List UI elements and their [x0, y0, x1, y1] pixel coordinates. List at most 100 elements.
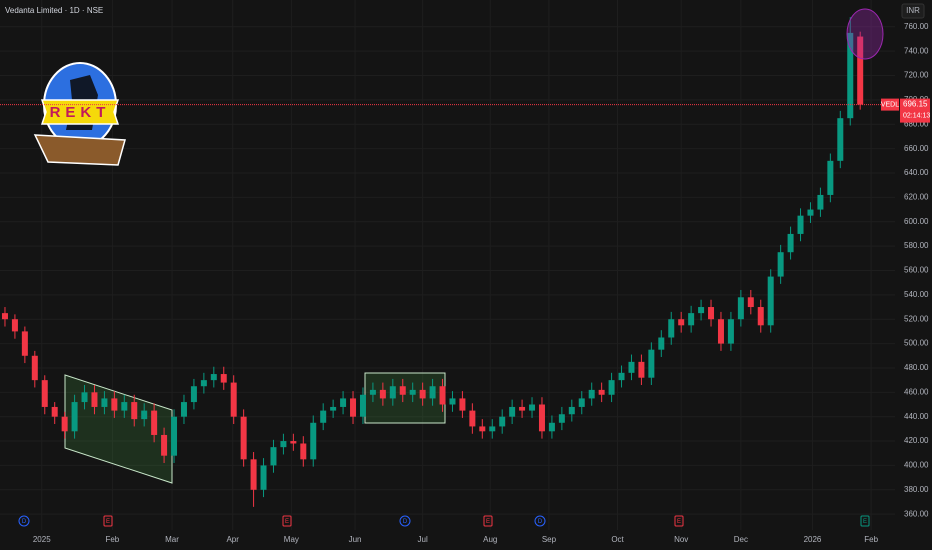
- event-label: E: [285, 519, 289, 525]
- y-tick-label: 360.00: [904, 509, 929, 518]
- candle-body: [41, 380, 48, 407]
- candle-body: [668, 319, 675, 338]
- candle-body: [11, 319, 18, 332]
- candle-body: [568, 406, 575, 415]
- candle-body: [708, 307, 715, 320]
- candle-body: [797, 215, 804, 234]
- y-tick-label: 560.00: [904, 266, 929, 275]
- event-label: D: [403, 519, 408, 525]
- candle-body: [469, 410, 476, 427]
- candle-body: [260, 465, 267, 490]
- candle-body: [290, 441, 297, 444]
- x-tick-label: Oct: [611, 535, 624, 544]
- candle-body: [270, 447, 277, 466]
- candle-body: [509, 406, 516, 417]
- y-tick-label: 680.00: [904, 119, 929, 128]
- x-tick-label: Jul: [418, 535, 428, 544]
- y-tick-label: 420.00: [904, 436, 929, 445]
- candle-body: [817, 194, 824, 210]
- candle-body: [578, 398, 585, 407]
- candle-body: [688, 313, 695, 326]
- y-tick-label: 400.00: [904, 461, 929, 470]
- y-tick-label: 460.00: [904, 387, 929, 396]
- logo-boat: [33, 134, 126, 166]
- x-tick-label: Nov: [674, 535, 688, 544]
- candle-body: [558, 414, 565, 423]
- candle-body: [21, 331, 28, 356]
- grid: [0, 0, 895, 530]
- candle-body: [121, 402, 128, 411]
- symbol-tag: [881, 98, 899, 111]
- candle-body: [499, 416, 506, 427]
- candle-body: [618, 372, 625, 381]
- event-marker: [282, 515, 292, 527]
- event-label: E: [106, 519, 110, 525]
- candle-body: [847, 32, 854, 119]
- candle-body: [1, 313, 8, 320]
- candle-body: [807, 209, 814, 216]
- candle-body: [827, 160, 834, 195]
- candle-body: [31, 355, 38, 381]
- price-label: 696.15: [903, 100, 928, 109]
- candle-body: [111, 398, 118, 411]
- y-tick-label: 380.00: [904, 485, 929, 494]
- event-marker: [674, 515, 684, 527]
- candle-body: [151, 410, 158, 435]
- candle-body: [757, 307, 764, 326]
- candle-body: [678, 319, 685, 326]
- event-marker: [483, 515, 493, 527]
- symbol-label: VEDL: [881, 101, 899, 108]
- candle-body: [240, 416, 247, 460]
- x-tick-label: Feb: [864, 535, 878, 544]
- x-tick-label: Mar: [165, 535, 179, 544]
- candle-body: [330, 406, 337, 411]
- candle-body: [91, 392, 98, 407]
- candle-body: [81, 392, 88, 403]
- candle-body: [141, 410, 148, 420]
- candle-body: [71, 402, 78, 432]
- y-tick-label: 600.00: [904, 217, 929, 226]
- candle-body: [320, 410, 327, 423]
- y-tick-label: 440.00: [904, 412, 929, 421]
- y-tick-label: 660.00: [904, 144, 929, 153]
- candle-body: [409, 389, 416, 395]
- candle-body: [837, 118, 844, 161]
- candle-body: [180, 402, 187, 417]
- candle-body: [359, 394, 366, 417]
- candle-body: [61, 416, 68, 432]
- candle-body: [439, 386, 446, 405]
- candle-body: [638, 361, 645, 378]
- x-tick-label: Sep: [542, 535, 557, 544]
- x-tick-label: Feb: [105, 535, 119, 544]
- x-tick-label: 2025: [33, 535, 51, 544]
- x-tick-label: 2026: [804, 535, 822, 544]
- candle-body: [608, 380, 615, 395]
- candle-body: [449, 398, 456, 405]
- candle-body: [628, 361, 635, 373]
- y-tick-label: 580.00: [904, 241, 929, 250]
- y-tick-label: 720.00: [904, 71, 929, 80]
- candle-body: [727, 319, 734, 344]
- candle-body: [538, 404, 545, 432]
- candle-body: [190, 386, 197, 403]
- chart-title: Vedanta Limited · 1D · NSE: [5, 6, 103, 15]
- y-tick-label: 760.00: [904, 22, 929, 31]
- event-marker: [18, 515, 30, 527]
- candle-body: [519, 406, 526, 411]
- event-marker: [103, 515, 113, 527]
- candle-body: [529, 404, 536, 411]
- candle-body: [101, 398, 108, 407]
- y-tick-label: 540.00: [904, 290, 929, 299]
- candle-body: [210, 374, 217, 381]
- x-tick-label: Apr: [226, 535, 239, 544]
- candle-body: [300, 443, 307, 460]
- candle-body: [658, 337, 665, 350]
- candle-body: [419, 389, 426, 399]
- candle-body: [220, 374, 227, 383]
- candle-body: [350, 398, 357, 417]
- candle-body: [369, 389, 376, 395]
- y-tick-label: 620.00: [904, 192, 929, 201]
- event-marker: [860, 515, 870, 527]
